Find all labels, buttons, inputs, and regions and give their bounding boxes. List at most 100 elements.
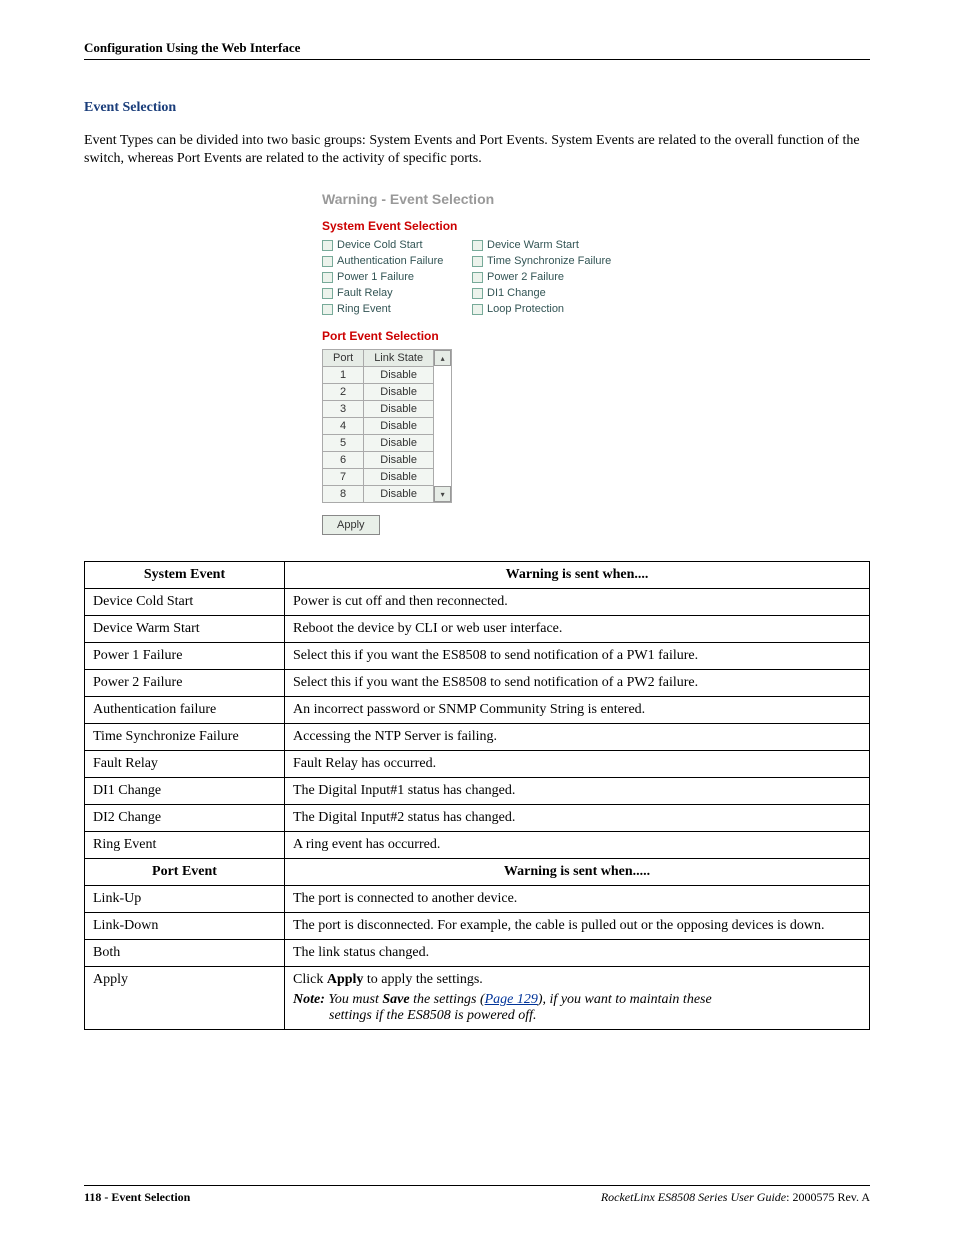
event-name-cell: DI2 Change [85, 805, 285, 832]
apply-bold: Apply [327, 972, 364, 987]
footer-page-info: 118 - Event Selection [84, 1190, 190, 1205]
checkbox-di1-change[interactable]: DI1 Change [472, 287, 632, 299]
linkstate-cell[interactable]: Disable [364, 435, 434, 452]
footer-rev: : 2000575 Rev. A [786, 1190, 870, 1204]
port-cell: 5 [323, 435, 364, 452]
event-desc-cell: The port is connected to another device. [285, 886, 870, 913]
table-row: 3Disable [323, 401, 434, 418]
screenshot-title: Warning - Event Selection [322, 191, 632, 207]
event-desc-cell: Select this if you want the ES8508 to se… [285, 643, 870, 670]
checkbox-device-cold-start[interactable]: Device Cold Start [322, 239, 472, 251]
checkbox-label: Ring Event [337, 303, 391, 315]
scroll-down-icon[interactable]: ▾ [434, 486, 451, 502]
event-desc-cell: An incorrect password or SNMP Community … [285, 697, 870, 724]
event-desc-cell: Click Apply to apply the settings. Note:… [285, 967, 870, 1030]
page-link[interactable]: Page 129 [485, 992, 538, 1007]
table-row: Power 2 FailureSelect this if you want t… [85, 670, 870, 697]
linkstate-header: Link State [364, 350, 434, 367]
event-name-cell: Ring Event [85, 832, 285, 859]
page-footer: 118 - Event Selection RocketLinx ES8508 … [84, 1185, 870, 1205]
checkbox-fault-relay[interactable]: Fault Relay [322, 287, 472, 299]
table-row: Link-UpThe port is connected to another … [85, 886, 870, 913]
checkbox-power2-failure[interactable]: Power 2 Failure [472, 271, 632, 283]
checkbox-label: Loop Protection [487, 303, 564, 315]
section-title: Event Selection [84, 100, 870, 116]
note-label: Note: [293, 992, 325, 1007]
table-row: 4Disable [323, 418, 434, 435]
linkstate-cell[interactable]: Disable [364, 452, 434, 469]
checkbox-label: Device Cold Start [337, 239, 423, 251]
table-row: System Event Warning is sent when.... [85, 562, 870, 589]
event-desc-cell: Select this if you want the ES8508 to se… [285, 670, 870, 697]
footer-product-name: RocketLinx ES8508 Series User Guide [601, 1190, 786, 1204]
checkbox-icon [472, 288, 483, 299]
event-name-cell: Device Warm Start [85, 616, 285, 643]
footer-doc-info: RocketLinx ES8508 Series User Guide: 200… [601, 1190, 870, 1205]
table-row: 6Disable [323, 452, 434, 469]
port-event-header: Port Event [85, 859, 285, 886]
table-row: Power 1 FailureSelect this if you want t… [85, 643, 870, 670]
port-event-selection-title: Port Event Selection [322, 329, 632, 343]
table-row: Port Link State [323, 350, 434, 367]
linkstate-cell[interactable]: Disable [364, 418, 434, 435]
event-name-cell: Device Cold Start [85, 589, 285, 616]
event-desc-cell: The port is disconnected. For example, t… [285, 913, 870, 940]
warning-sent-header: Warning is sent when..... [285, 859, 870, 886]
system-event-selection-title: System Event Selection [322, 219, 632, 233]
checkbox-power1-failure[interactable]: Power 1 Failure [322, 271, 472, 283]
event-selection-screenshot: Warning - Event Selection System Event S… [322, 191, 632, 535]
table-row: 5Disable [323, 435, 434, 452]
port-table-scrollbar[interactable]: ▴ ▾ [434, 349, 452, 503]
checkbox-icon [322, 256, 333, 267]
linkstate-cell[interactable]: Disable [364, 469, 434, 486]
event-name-cell: Power 1 Failure [85, 643, 285, 670]
checkbox-label: Fault Relay [337, 287, 393, 299]
linkstate-cell[interactable]: Disable [364, 384, 434, 401]
checkbox-label: Power 1 Failure [337, 271, 414, 283]
table-row: Authentication failureAn incorrect passw… [85, 697, 870, 724]
system-event-checkbox-grid: Device Cold Start Device Warm Start Auth… [322, 239, 632, 315]
port-event-table: Port Link State 1Disable 2Disable 3Disab… [322, 349, 434, 503]
checkbox-label: Authentication Failure [337, 255, 443, 267]
event-description-table: System Event Warning is sent when.... De… [84, 561, 870, 1030]
table-row: DI1 ChangeThe Digital Input#1 status has… [85, 778, 870, 805]
table-row: Link-DownThe port is disconnected. For e… [85, 913, 870, 940]
table-row: Device Cold StartPower is cut off and th… [85, 589, 870, 616]
linkstate-cell[interactable]: Disable [364, 401, 434, 418]
apply-desc-text: to apply the settings. [363, 972, 482, 987]
linkstate-cell[interactable]: Disable [364, 367, 434, 384]
event-name-cell: Time Synchronize Failure [85, 724, 285, 751]
event-name-cell: Authentication failure [85, 697, 285, 724]
header-text: Configuration Using the Web Interface [84, 40, 300, 55]
save-bold: Save [382, 992, 409, 1007]
table-row: Fault RelayFault Relay has occurred. [85, 751, 870, 778]
note-text: ), if you want to maintain these [538, 992, 712, 1007]
port-cell: 3 [323, 401, 364, 418]
event-desc-cell: Reboot the device by CLI or web user int… [285, 616, 870, 643]
scroll-up-icon[interactable]: ▴ [434, 350, 451, 366]
event-name-cell: Link-Up [85, 886, 285, 913]
apply-button[interactable]: Apply [322, 515, 380, 535]
checkbox-ring-event[interactable]: Ring Event [322, 303, 472, 315]
event-name-cell: Both [85, 940, 285, 967]
event-desc-cell: A ring event has occurred. [285, 832, 870, 859]
event-name-cell: Fault Relay [85, 751, 285, 778]
port-header: Port [323, 350, 364, 367]
table-row: 2Disable [323, 384, 434, 401]
checkbox-loop-protection[interactable]: Loop Protection [472, 303, 632, 315]
page-header: Configuration Using the Web Interface [84, 40, 870, 60]
port-cell: 2 [323, 384, 364, 401]
event-desc-cell: The Digital Input#2 status has changed. [285, 805, 870, 832]
checkbox-time-sync-failure[interactable]: Time Synchronize Failure [472, 255, 632, 267]
port-event-table-wrapper: Port Link State 1Disable 2Disable 3Disab… [322, 349, 632, 503]
checkbox-authentication-failure[interactable]: Authentication Failure [322, 255, 472, 267]
linkstate-cell[interactable]: Disable [364, 486, 434, 503]
system-event-header: System Event [85, 562, 285, 589]
event-name-cell: Power 2 Failure [85, 670, 285, 697]
checkbox-label: DI1 Change [487, 287, 546, 299]
note-text: settings if the ES8508 is powered off. [329, 1008, 537, 1023]
checkbox-device-warm-start[interactable]: Device Warm Start [472, 239, 632, 251]
checkbox-icon [322, 304, 333, 315]
note-text: the settings ( [410, 992, 485, 1007]
checkbox-icon [322, 240, 333, 251]
